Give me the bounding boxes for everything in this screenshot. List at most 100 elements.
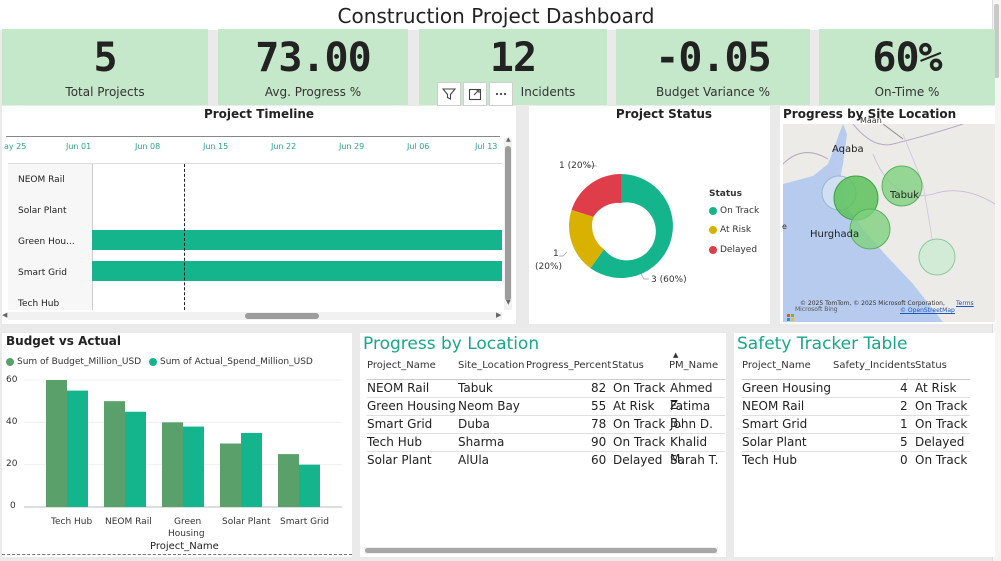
today-marker-line	[184, 164, 185, 310]
kpi-value: 73.00	[255, 35, 371, 81]
table-row[interactable]: NEOM Rail 2 On Track	[742, 398, 970, 416]
column-header[interactable]: Project_Name	[367, 360, 436, 371]
x-tick-label: Solar Plant	[222, 517, 271, 527]
column-header[interactable]: Status	[915, 360, 947, 371]
x-tick-label: Housing	[168, 529, 205, 539]
kpi-value: 60%	[872, 35, 942, 81]
map-place-label: Hurghada	[810, 229, 860, 240]
gantt-bar-green-housing[interactable]	[92, 230, 502, 250]
bar-actual-green-housing[interactable]	[183, 426, 204, 507]
timeline-divider	[8, 163, 502, 164]
project-timeline-panel: Project Timeline ay 25 Jun 01 Jun 08 Jun…	[2, 106, 516, 324]
kpi-value: 5	[93, 35, 117, 81]
y-tick-label: 40	[6, 417, 18, 427]
table-row[interactable]: Solar Plant 5 Delayed	[742, 434, 970, 452]
bar-actual-tech-hub[interactable]	[67, 390, 88, 507]
table-header: Project_Name Site_Location Progress_Perc…	[367, 351, 725, 380]
table-row[interactable]: Solar Plant AlUla 60 Delayed Sarah T.	[367, 453, 719, 467]
map-bubble-green-housing	[849, 208, 891, 250]
bar-budget-smart-grid[interactable]	[278, 454, 299, 507]
kpi-avg-progress: 73.00 Avg. Progress %	[218, 29, 408, 105]
focus-mode-button[interactable]	[463, 82, 487, 106]
map-terms-link[interactable]: Terms	[956, 300, 974, 307]
budget-bar-chart	[24, 379, 342, 508]
scroll-down-icon[interactable]: ▼	[506, 299, 511, 306]
table-row[interactable]: Smart Grid Duba 78 On Track John D.	[367, 416, 725, 434]
column-header[interactable]: Safety_Incidents	[833, 360, 916, 371]
column-header[interactable]: Progress_Percent	[526, 360, 612, 371]
data-label-on-track: 3 (60%)	[651, 275, 687, 285]
legend-item-on-track[interactable]: On Track	[709, 206, 759, 216]
panel-title: Budget vs Actual	[6, 334, 121, 348]
table-row[interactable]: Tech Hub 0 On Track	[742, 453, 968, 467]
bar-actual-solar-plant[interactable]	[241, 432, 262, 507]
panel-title: Safety Tracker Table	[737, 334, 908, 354]
kpi-value: -0.05	[655, 35, 771, 81]
column-header[interactable]: PM_Name	[669, 360, 719, 371]
filter-button[interactable]	[437, 82, 461, 106]
table-row[interactable]: Tech Hub Sharma 90 On Track Khalid M.	[367, 434, 725, 466]
focus-mode-icon	[468, 88, 482, 101]
legend-item-actual[interactable]: Sum of Actual_Spend_Million_USD	[149, 357, 313, 367]
x-tick-label: Smart Grid	[280, 517, 329, 527]
scroll-right-icon[interactable]: ▶	[496, 311, 502, 319]
y-tick-label: 0	[10, 501, 16, 511]
column-header[interactable]: Site_Location	[458, 360, 525, 371]
panel-title: Project Timeline	[203, 107, 315, 121]
bar-budget-green-housing[interactable]	[162, 422, 183, 507]
gantt-bar-smart-grid[interactable]	[92, 261, 502, 281]
bar-actual-neom-rail[interactable]	[125, 411, 146, 507]
legend-item-at-risk[interactable]: At Risk	[709, 225, 751, 235]
scroll-up-icon[interactable]: ▲	[506, 136, 511, 143]
timeline-row-label: Solar Plant	[18, 206, 67, 216]
map-provider-label: Microsoft Bing	[795, 306, 838, 313]
map-marker-e-icon: e	[782, 222, 787, 231]
donut-slice-at-risk	[569, 209, 604, 269]
map-osm-link[interactable]: © OpenStreetMap	[900, 307, 955, 314]
map-bubble-neom-rail	[881, 165, 923, 207]
timeline-row-label: Green Hou...	[18, 237, 75, 247]
kpi-label: Avg. Progress %	[264, 85, 362, 99]
donut-slice-delayed	[571, 174, 621, 217]
table-row[interactable]: Smart Grid 1 On Track	[742, 416, 970, 434]
timeline-row-labels	[8, 164, 93, 310]
table-row[interactable]: NEOM Rail Tabuk 82 On Track Ahmed Z.	[367, 380, 725, 412]
legend-title: Status	[709, 189, 742, 199]
table-row[interactable]: Green Housing 4 At Risk	[742, 380, 970, 398]
map-place-label: Maan	[860, 116, 882, 125]
timeline-tick: Jun 22	[271, 142, 297, 151]
progress-by-location-panel: Progress by Location Project_Name Site_L…	[360, 333, 726, 557]
data-label-delayed: 1 (20%)	[559, 161, 595, 171]
bar-actual-smart-grid[interactable]	[299, 464, 320, 507]
timeline-tick: Jun 01	[66, 142, 92, 151]
timeline-row-label: Smart Grid	[18, 268, 67, 278]
legend-item-budget[interactable]: Sum of Budget_Million_USD	[6, 357, 141, 367]
x-tick-label: Green	[174, 517, 202, 527]
sort-icon[interactable]: ▲	[673, 351, 679, 359]
kpi-on-time: 60% On-Time %	[819, 29, 995, 105]
bar-budget-neom-rail[interactable]	[104, 401, 125, 507]
legend-item-delayed[interactable]: Delayed	[709, 245, 757, 255]
more-options-button[interactable]	[489, 82, 513, 106]
column-header[interactable]: Status	[612, 360, 644, 371]
timeline-vertical-scroll-thumb[interactable]	[505, 146, 511, 301]
table-horizontal-scroll-thumb[interactable]	[365, 548, 717, 553]
map-attribution: © 2025 TomTom, © 2025 Microsoft Corporat…	[800, 300, 945, 307]
more-options-icon	[495, 92, 507, 96]
page-scrollbar-thumb[interactable]	[994, 4, 999, 78]
timeline-tick: Jun 08	[135, 142, 161, 151]
kpi-total-projects: 5 Total Projects	[2, 29, 208, 105]
visual-header-toolbar	[437, 82, 513, 106]
table-row[interactable]: Green Housing Neom Bay 55 At Risk Fatima…	[367, 398, 725, 430]
scroll-left-icon[interactable]: ◀	[2, 311, 8, 319]
bar-budget-solar-plant[interactable]	[220, 443, 241, 508]
safety-tracker-panel: Safety Tracker Table Project_Name Safety…	[734, 333, 995, 557]
map-place-label: Tabuk	[890, 190, 920, 201]
panel-title: Project Status	[615, 107, 713, 121]
map-canvas[interactable]	[783, 124, 995, 322]
bar-budget-tech-hub[interactable]	[46, 380, 67, 507]
column-header[interactable]: Project_Name	[742, 360, 811, 371]
timeline-tick: Jun 15	[203, 142, 229, 151]
panel-title: Progress by Location	[363, 334, 540, 354]
timeline-horizontal-scroll-thumb[interactable]	[245, 313, 319, 319]
